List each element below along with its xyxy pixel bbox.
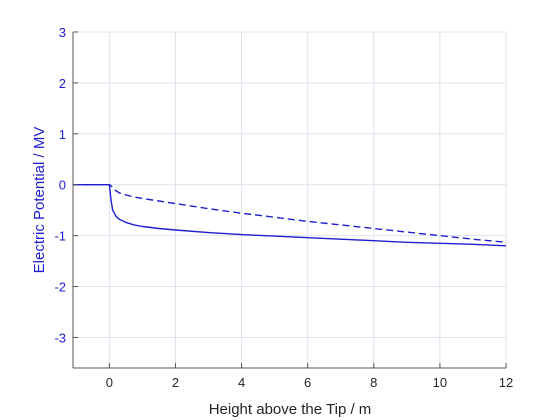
x-tick-label: 2	[172, 375, 179, 390]
solid-series-line	[73, 184, 507, 247]
x-tick-label: 12	[499, 375, 513, 390]
y-tick-label: 2	[59, 76, 66, 91]
x-axis-label: Height above the Tip / m	[209, 401, 372, 418]
y-tick-label: 3	[59, 25, 66, 40]
y-tick-label: -1	[54, 229, 66, 244]
grid	[73, 31, 507, 368]
y-tick-label: -2	[54, 280, 66, 295]
x-tick-label: 4	[238, 375, 245, 390]
plot-lines	[73, 184, 507, 247]
x-tick-label: 10	[433, 375, 447, 390]
y-tick-label: 0	[59, 178, 66, 193]
y-tick-label: 1	[59, 127, 66, 142]
y-tick-label: -3	[54, 330, 66, 345]
y-axis-label: Electric Potential / MV	[31, 127, 48, 274]
x-tick-label: 0	[106, 375, 113, 390]
x-tick-label: 6	[304, 375, 311, 390]
dashed-series-line	[73, 184, 507, 243]
x-tick-label: 8	[370, 375, 377, 390]
